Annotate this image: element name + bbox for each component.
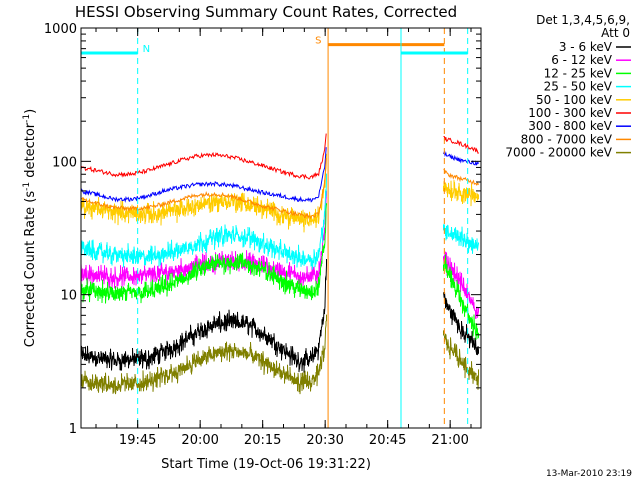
x-tick-label: 20:00 (181, 433, 218, 448)
x-tick-label: 20:30 (306, 433, 343, 448)
series-9 (81, 314, 479, 395)
legend-label: 7000 - 20000 keV (505, 146, 612, 160)
chart-title: HESSI Observing Summary Count Rates, Cor… (75, 3, 457, 21)
legend-label: 6 - 12 keV (551, 53, 613, 67)
y-tick-label: 100 (52, 155, 77, 170)
y-tick-label: 1 (69, 422, 77, 437)
y-tick-label: 10 (60, 289, 77, 304)
series-line-segment-1 (81, 203, 327, 304)
event-annotation-3 (400, 28, 469, 428)
series-line-segment-1 (81, 153, 327, 233)
series-4 (81, 173, 479, 270)
series-line-segment-1 (81, 133, 327, 180)
series-5 (81, 153, 479, 233)
x-tick-label: 19:45 (119, 433, 156, 448)
series-1 (81, 259, 479, 374)
series-8 (81, 158, 480, 220)
event-label: S (315, 36, 321, 47)
series-3 (81, 203, 479, 340)
legend-label: 100 - 300 keV (528, 106, 612, 120)
series-line-segment-1 (81, 173, 327, 270)
series-line-segment-1 (81, 314, 327, 395)
series-line-segment-1 (81, 158, 327, 220)
series-line-segment-2 (443, 180, 479, 207)
x-tick-label: 21:00 (431, 433, 468, 448)
series-line-segment-1 (81, 147, 327, 203)
x-axis-label: Start Time (19-Oct-06 19:31:22) (161, 457, 371, 472)
y-tick-label: 1000 (44, 22, 77, 37)
event-label: N (143, 44, 150, 55)
legend-label: 12 - 25 keV (544, 66, 613, 80)
series-line-segment-2 (443, 291, 479, 356)
timestamp: 13-Mar-2010 23:19 (546, 469, 632, 479)
series-line-segment-2 (443, 136, 480, 154)
series-line-segment-2 (443, 223, 479, 254)
legend-label: 50 - 100 keV (536, 93, 613, 107)
event-annotation-2: S (315, 28, 445, 428)
series-6 (81, 133, 480, 180)
series-line-segment-2 (443, 169, 480, 186)
x-tick-label: 20:15 (244, 433, 281, 448)
legend-label: 25 - 50 keV (544, 80, 613, 94)
plot-frame (80, 27, 482, 429)
legend-label: 800 - 7000 keV (521, 132, 613, 146)
series-line-segment-2 (443, 330, 479, 390)
legend-label: 300 - 800 keV (528, 119, 612, 133)
y-axis-label: Corrected Count Rate (s-1 detector-1) (22, 109, 38, 347)
legend-header-line1: Det 1,3,4,5,6,9, (536, 13, 630, 27)
series-line-segment-1 (81, 259, 327, 374)
legend-label: 3 - 6 keV (559, 40, 613, 54)
series-line-segment-2 (443, 254, 479, 340)
x-tick-label: 20:45 (369, 433, 406, 448)
legend-header-line2: Att 0 (601, 26, 630, 40)
event-annotation-1: N (81, 28, 150, 428)
